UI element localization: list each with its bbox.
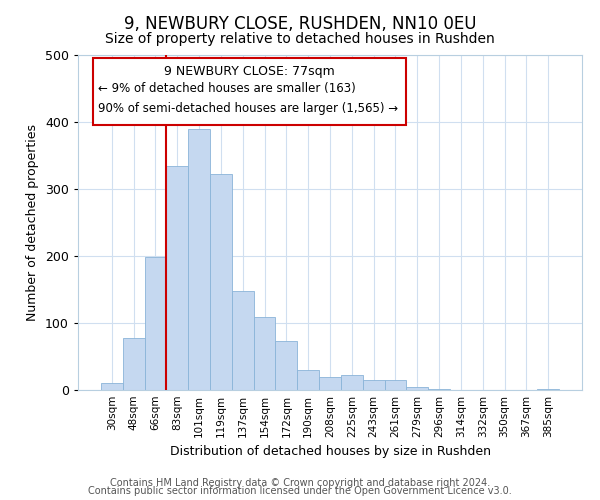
Text: Size of property relative to detached houses in Rushden: Size of property relative to detached ho… (105, 32, 495, 46)
X-axis label: Distribution of detached houses by size in Rushden: Distribution of detached houses by size … (170, 446, 491, 458)
Bar (363, 380, 385, 390)
Bar (232, 291, 254, 390)
Bar (188, 128, 210, 390)
Text: 9, NEWBURY CLOSE, RUSHDEN, NN10 0EU: 9, NEWBURY CLOSE, RUSHDEN, NN10 0EU (124, 15, 476, 33)
FancyBboxPatch shape (93, 58, 406, 126)
Bar (145, 258, 166, 390)
Bar (319, 376, 341, 390)
Text: Contains public sector information licensed under the Open Government Licence v3: Contains public sector information licen… (88, 486, 512, 496)
Text: Contains HM Land Registry data © Crown copyright and database right 2024.: Contains HM Land Registry data © Crown c… (110, 478, 490, 488)
Text: ← 9% of detached houses are smaller (163): ← 9% of detached houses are smaller (163… (98, 82, 356, 95)
Bar (275, 341, 297, 390)
Bar (123, 338, 145, 390)
Bar (166, 166, 188, 390)
Bar (385, 380, 406, 390)
Text: 9 NEWBURY CLOSE: 77sqm: 9 NEWBURY CLOSE: 77sqm (164, 65, 335, 78)
Bar (101, 384, 123, 390)
Bar (341, 374, 363, 390)
Bar (406, 386, 428, 390)
Text: 90% of semi-detached houses are larger (1,565) →: 90% of semi-detached houses are larger (… (98, 102, 398, 115)
Bar (254, 317, 275, 390)
Y-axis label: Number of detached properties: Number of detached properties (26, 124, 40, 321)
Bar (297, 370, 319, 390)
Bar (210, 174, 232, 390)
